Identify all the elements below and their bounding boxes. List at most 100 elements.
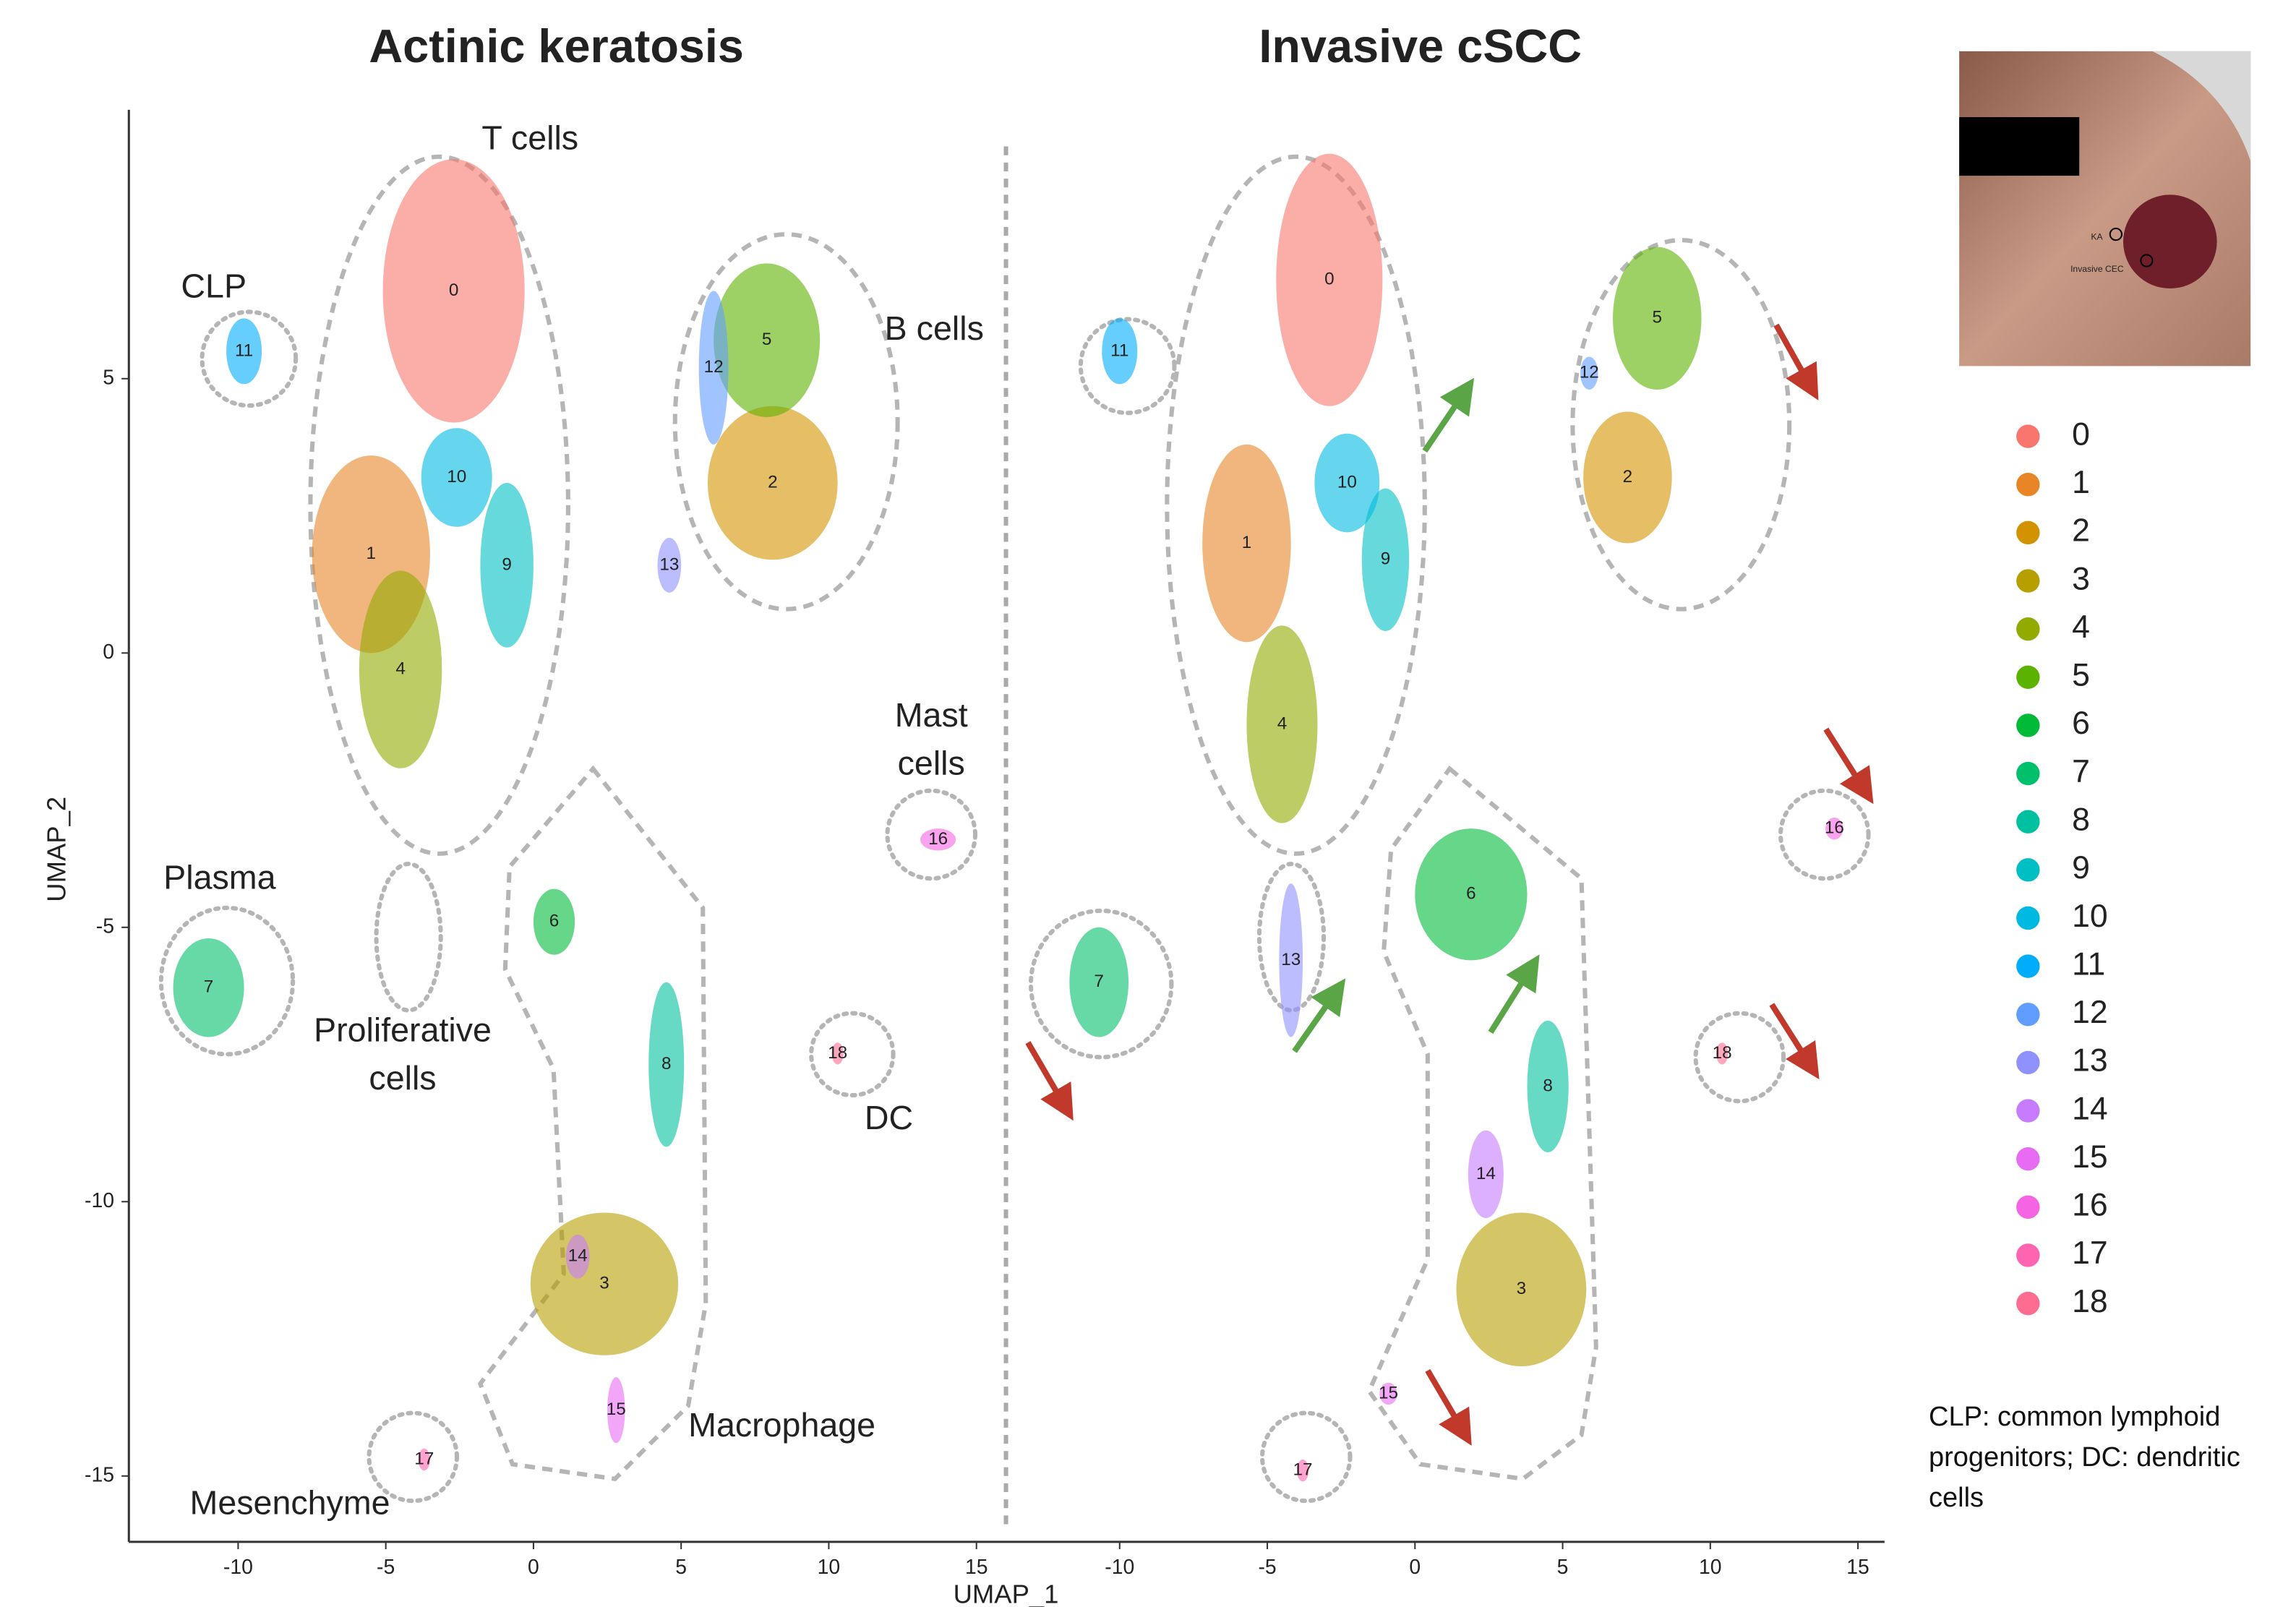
cluster-label: 16 [928,829,948,849]
cluster-label: 0 [449,280,459,300]
cluster-label: 6 [549,912,560,931]
cluster-label: 5 [1653,308,1663,327]
cluster-label: 17 [1293,1460,1313,1480]
legend-label: 8 [2072,802,2090,837]
x-tick-label: 5 [1557,1556,1569,1579]
legend-swatch [2016,1292,2039,1315]
arrow [1428,1371,1463,1431]
legend-label: 3 [2072,561,2090,596]
annotation: T cells [481,119,578,157]
legend-label: 10 [2072,899,2108,934]
legend-label: 11 [2072,946,2105,982]
legend-swatch [2016,1003,2039,1026]
cluster-label: 8 [661,1054,672,1074]
cluster-label: 7 [204,977,214,997]
photo-background [1959,51,2250,366]
y-tick-label: -15 [85,1463,114,1486]
cluster-label: 2 [1623,467,1633,487]
y-axis-label: UMAP_2 [42,797,72,902]
x-tick-label: 0 [1409,1556,1421,1579]
cluster-label: 9 [502,554,512,574]
legend-swatch [2016,1196,2039,1219]
x-tick-label: 0 [528,1556,539,1579]
legend-swatch [2016,858,2039,881]
legend-label: 18 [2072,1284,2108,1319]
legend-swatch [2016,1243,2039,1267]
annotation: Mast [895,696,968,734]
cluster-outline [811,1014,893,1095]
photo-label: KA [2091,231,2103,241]
legend-label: 2 [2072,513,2090,549]
legend-swatch [2016,521,2039,544]
cluster-label: 3 [1517,1279,1527,1298]
x-tick-label: 15 [965,1556,988,1579]
photo-mask [1959,117,2079,176]
legend-label: 6 [2072,706,2090,741]
cluster-label: 14 [568,1246,588,1266]
legend-swatch [2016,954,2039,977]
cluster-label: 10 [1337,472,1357,492]
arrow [1772,1005,1810,1065]
annotation: Proliferative [314,1011,492,1048]
x-tick-label: -5 [1258,1556,1276,1579]
cluster-label: 18 [1713,1043,1732,1063]
cluster-label: 11 [1110,340,1128,360]
annotation: cells [369,1059,436,1097]
cluster-label: 6 [1466,884,1476,904]
annotation: DC [865,1099,913,1136]
legend-label: 15 [2072,1139,2108,1175]
cluster-label: 1 [1242,533,1252,552]
cluster-label: 4 [395,659,406,679]
x-tick-label: 10 [818,1556,841,1579]
legend-swatch [2016,762,2039,785]
y-tick-label: 5 [103,366,114,389]
legend-swatch [2016,907,2039,930]
legend-swatch [2016,1147,2039,1170]
cluster-label: 1 [366,544,376,563]
figure: KA Invasive CEC Actinic keratosis-10-505… [0,0,2296,1607]
cluster-label: 16 [1825,818,1844,838]
legend-swatch [2016,810,2039,834]
x-tick-label: 10 [1699,1556,1722,1579]
x-tick-label: 15 [1846,1556,1869,1579]
arrow [1491,969,1530,1032]
panel-title: Invasive cSCC [1259,20,1582,72]
x-tick-label: -10 [1105,1556,1134,1579]
annotation: cells [898,745,965,782]
legend-label: 1 [2072,465,2090,500]
legend-swatch [2016,424,2039,447]
legend-label: 13 [2072,1043,2108,1079]
cluster-label: 3 [599,1274,609,1293]
cluster-label: 2 [768,472,778,492]
legend-label: 5 [2072,658,2090,693]
cluster-outline [377,864,441,1011]
cluster-label: 13 [1281,950,1301,969]
annotation: Macrophage [688,1406,875,1444]
y-tick-label: -10 [85,1189,114,1212]
legend-label: 17 [2072,1235,2108,1271]
cluster-label: 14 [1476,1164,1496,1183]
y-tick-label: -5 [96,914,114,938]
legend-label: 12 [2072,995,2108,1030]
legend-swatch [2016,473,2039,496]
annotation: CLP [181,267,247,304]
x-tick-label: -10 [223,1556,253,1579]
cluster-label: 8 [1543,1076,1553,1095]
cluster-label: 12 [1580,363,1599,382]
page: KA Invasive CEC Actinic keratosis-10-505… [0,0,2296,1607]
cluster-label: 17 [414,1449,434,1468]
legend-swatch [2016,713,2039,737]
footnote: CLP: common lymphoid progenitors; DC: de… [1929,1397,2295,1518]
legend-label: 4 [2072,609,2090,645]
photo-lesion [2123,194,2217,288]
legend-swatch [2016,1051,2039,1074]
cluster-label: 5 [762,330,772,349]
annotation: B cells [885,309,984,347]
legend-label: 14 [2072,1091,2108,1126]
legend-swatch [2016,1099,2039,1122]
legend-swatch [2016,617,2039,640]
cluster-outline [1262,1413,1350,1501]
photo-label: Invasive CEC [2070,264,2124,274]
cluster-label: 12 [704,357,724,377]
legend-label: 9 [2072,850,2090,886]
